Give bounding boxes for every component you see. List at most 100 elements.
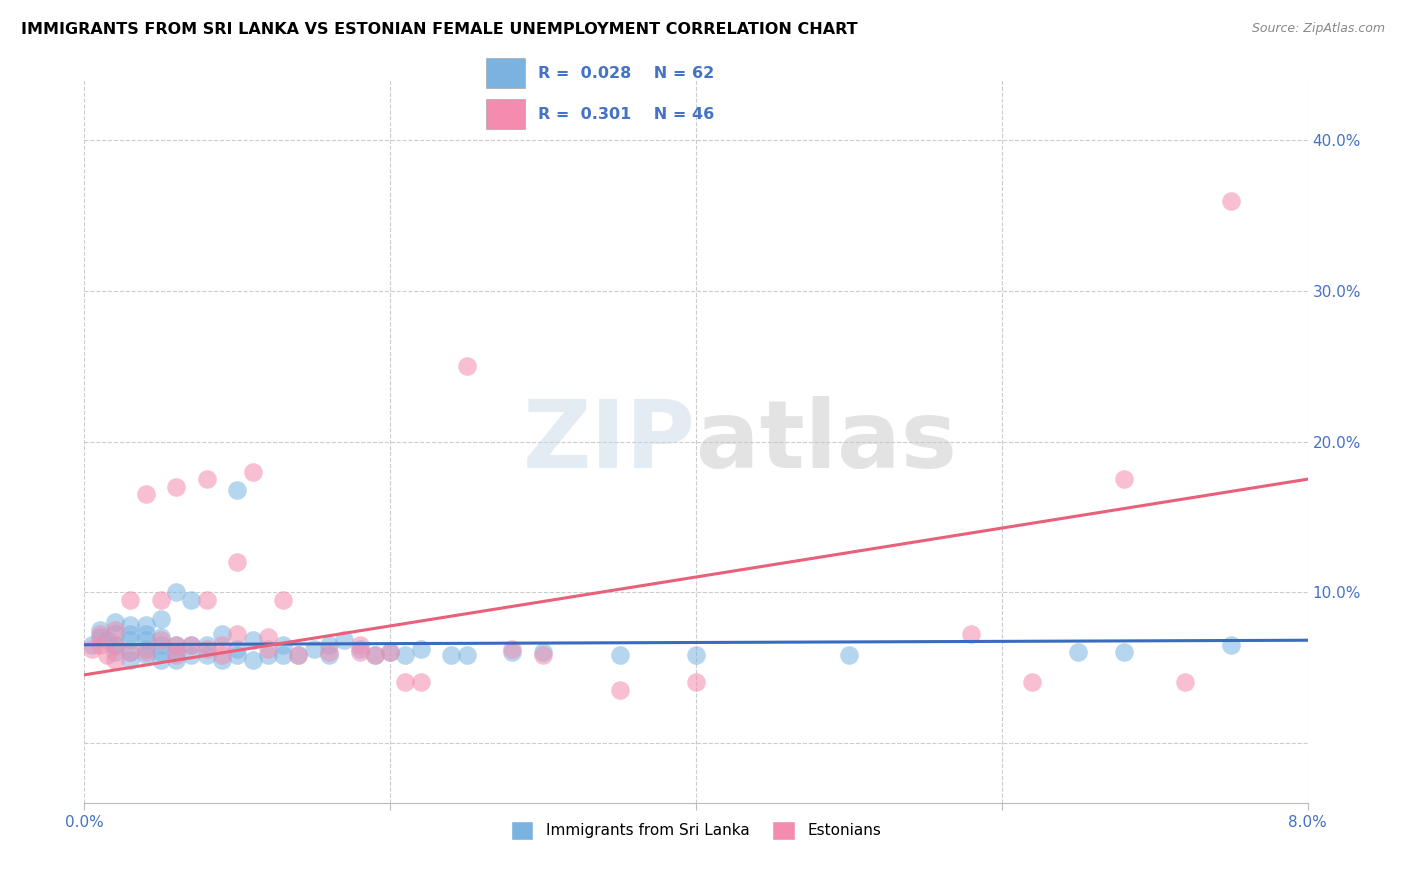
Point [1220,638,1243,652]
Point [226,648,249,663]
Point [104,638,127,652]
Text: R =  0.028    N = 62: R = 0.028 N = 62 [538,66,714,80]
Point [96,648,118,663]
Point [287,648,309,663]
Point [149,653,172,667]
Point [502,642,524,657]
Point [149,612,172,626]
Point [257,630,280,644]
Point [440,648,463,663]
Point [302,642,325,657]
Point [104,645,127,659]
Point [394,675,416,690]
Point [380,645,402,659]
Point [257,648,280,663]
Point [318,638,340,652]
Point [135,487,157,501]
Point [165,638,187,652]
Point [685,648,707,663]
Point [120,592,142,607]
Point [333,633,356,648]
Point [242,653,264,667]
Point [380,645,402,659]
Point [89,638,111,652]
Point [318,648,340,663]
Text: Source: ZipAtlas.com: Source: ZipAtlas.com [1251,22,1385,36]
Point [149,592,172,607]
Point [80,638,103,652]
Point [135,648,157,663]
Point [135,633,157,648]
Point [180,592,202,607]
Point [1021,675,1043,690]
Text: R =  0.301    N = 46: R = 0.301 N = 46 [538,107,714,121]
Point [180,638,202,652]
Point [349,638,371,652]
Point [180,638,202,652]
Point [409,642,432,657]
Point [120,653,142,667]
Point [1174,675,1197,690]
Point [502,645,524,659]
Point [211,627,233,641]
Point [135,645,157,659]
Point [257,642,280,657]
Point [226,627,249,641]
Point [89,623,111,637]
Point [242,633,264,648]
Point [242,465,264,479]
Point [211,638,233,652]
Point [287,648,309,663]
Point [120,645,142,659]
Text: ZIP: ZIP [523,395,696,488]
Point [1220,194,1243,208]
Point [149,633,172,648]
Point [318,645,340,659]
Point [149,630,172,644]
Point [120,645,142,659]
Point [271,648,294,663]
Point [120,633,142,648]
Point [195,592,218,607]
Legend: Immigrants from Sri Lanka, Estonians: Immigrants from Sri Lanka, Estonians [505,815,887,846]
Point [1067,645,1090,659]
Point [135,642,157,657]
Point [609,682,631,697]
Point [120,618,142,632]
Point [531,645,554,659]
Point [349,645,371,659]
Point [165,653,187,667]
Text: atlas: atlas [696,395,957,488]
Point [104,627,127,641]
Point [960,627,983,641]
Point [226,555,249,569]
Point [149,638,172,652]
Point [104,615,127,630]
Point [271,638,294,652]
Point [1114,472,1136,486]
Point [89,627,111,641]
Point [364,648,387,663]
Point [135,627,157,641]
Point [165,648,187,663]
Bar [486,99,524,129]
Point [135,618,157,632]
Point [838,648,860,663]
Point [149,645,172,659]
Point [104,623,127,637]
Bar [486,58,524,88]
Point [394,648,416,663]
Point [165,585,187,599]
Point [80,642,103,657]
Point [89,630,111,644]
Point [180,648,202,663]
Point [211,648,233,663]
Point [165,480,187,494]
Point [96,633,118,648]
Point [1114,645,1136,659]
Point [195,648,218,663]
Point [409,675,432,690]
Point [456,359,478,374]
Point [364,648,387,663]
Point [195,642,218,657]
